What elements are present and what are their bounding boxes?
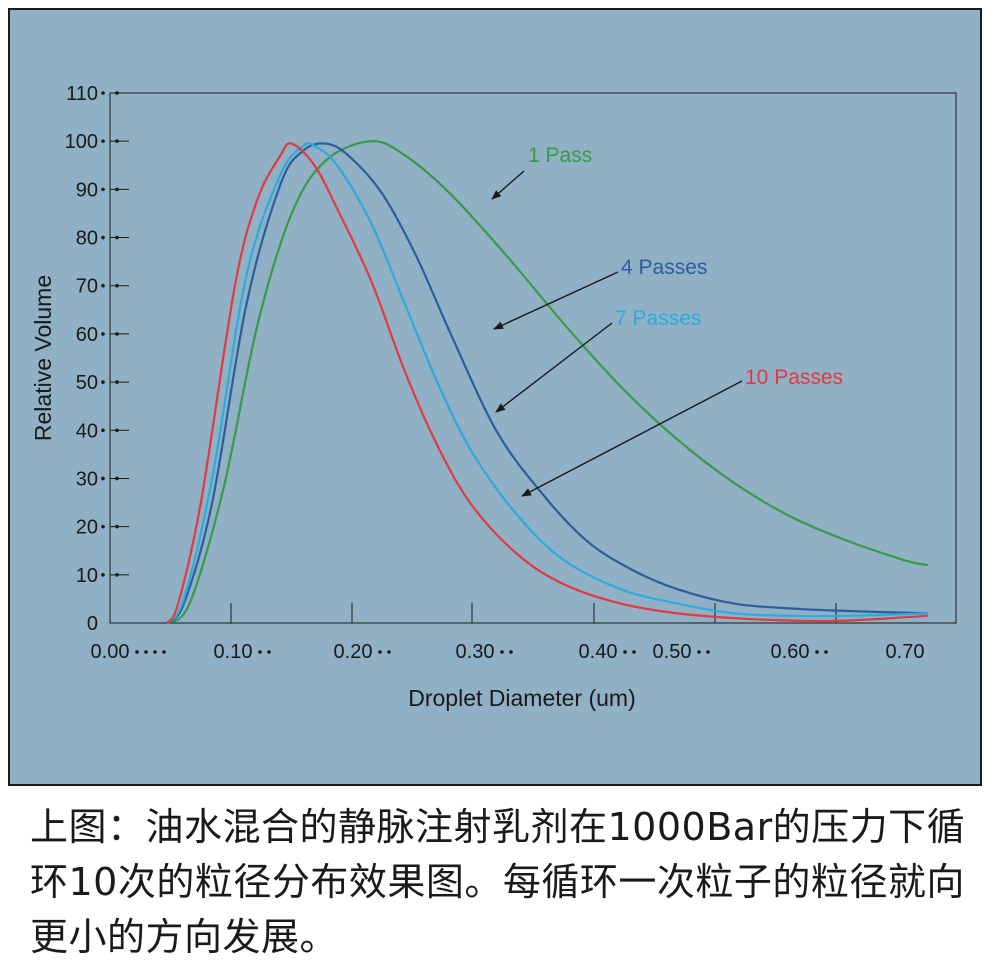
- y-tick-label: 20: [76, 517, 98, 539]
- chart: 0 10 20 30 40 50 60 70 80 90 100 110 0.00 0.10 0.20 0.…: [30, 83, 957, 711]
- caption: 上图：油水混合的静脉注射乳剂在1000Bar的压力下循环10次的粒径分布效果图。…: [30, 805, 966, 959]
- y-tick-dot: [115, 573, 119, 577]
- x-tick-dot: [500, 650, 504, 654]
- series-label-1-pass: 1 Pass: [528, 144, 592, 167]
- x-tick-label: 0.70: [886, 641, 925, 663]
- y-tick-dot: [115, 139, 119, 143]
- x-tick-dot: [162, 650, 166, 654]
- x-tick-dot: [144, 650, 148, 654]
- y-axis-title: Relative Volume: [30, 275, 56, 441]
- x-tick-dot: [258, 650, 262, 654]
- y-tick-dot: [115, 283, 119, 288]
- series-line-1-pass: [166, 140, 928, 624]
- x-tick-label: 0.00: [91, 641, 130, 663]
- y-tick-dot: [115, 524, 119, 529]
- y-tick-label: 110: [66, 83, 98, 105]
- x-axis-title: Droplet Diameter (um): [408, 685, 636, 711]
- y-tick-dot: [115, 187, 119, 192]
- x-tick-dot: [267, 650, 271, 654]
- series-line-7-passes: [165, 141, 928, 624]
- series-line-10-passes: [165, 142, 928, 624]
- x-tick-dot: [824, 650, 828, 654]
- y-tick-label: 30: [76, 468, 98, 490]
- y-tick-label: 0: [87, 613, 98, 635]
- y-tick-label: 60: [76, 324, 98, 346]
- x-tick-dot: [697, 650, 701, 654]
- arrow-10-passes: [521, 380, 743, 497]
- x-tick-label: 0.40: [579, 641, 618, 663]
- series-line-4-passes: [165, 142, 928, 624]
- y-tick-dot: [101, 332, 105, 336]
- x-tick-dot: [378, 650, 382, 654]
- y-tick-label: 90: [76, 179, 98, 201]
- x-tick-dot: [387, 650, 391, 654]
- y-tick-dot: [101, 283, 105, 288]
- x-tick-label: 0.10: [214, 641, 253, 663]
- arrow-4-passes: [493, 271, 619, 330]
- x-tick-dot: [623, 650, 627, 654]
- x-tick-label: 0.30: [456, 641, 495, 663]
- y-tick-dot: [115, 91, 119, 95]
- x-tick-label: 0.50: [653, 641, 692, 663]
- y-tick-dot: [115, 476, 119, 481]
- arrow-1-pass: [491, 170, 525, 200]
- series-label-7-passes: 7 Passes: [615, 307, 701, 330]
- x-tick-dot: [135, 650, 139, 654]
- y-tick-dot: [101, 139, 105, 143]
- y-tick-dot: [115, 380, 119, 384]
- y-tick-label: 100: [65, 131, 98, 153]
- y-tick-label: 40: [76, 420, 98, 442]
- y-tick-dot: [115, 235, 119, 240]
- y-tick-label: 50: [76, 372, 98, 394]
- y-tick-dot: [115, 428, 119, 433]
- x-tick-dot: [509, 650, 513, 654]
- series-label-10-passes: 10 Passes: [745, 366, 843, 389]
- y-tick-label: 70: [76, 276, 98, 298]
- y-tick-dot: [101, 187, 105, 192]
- x-tick-dot: [815, 650, 819, 654]
- x-tick-dot: [153, 650, 157, 654]
- x-tick-dot: [632, 650, 636, 654]
- y-tick-label: 80: [76, 228, 98, 250]
- y-tick-dot: [101, 91, 105, 95]
- y-tick-dot: [101, 235, 105, 240]
- y-tick-dot: [115, 332, 119, 336]
- plot-area: [109, 92, 957, 624]
- y-tick-label: 10: [76, 565, 98, 587]
- x-tick-label: 0.20: [334, 641, 373, 663]
- arrow-7-passes: [495, 322, 613, 413]
- x-tick-label: 0.60: [771, 641, 810, 663]
- y-tick-dot: [101, 476, 105, 481]
- series-label-4-passes: 4 Passes: [621, 256, 707, 279]
- x-tick-dot: [706, 650, 710, 654]
- y-tick-dot: [101, 524, 105, 529]
- y-tick-dot: [101, 573, 105, 577]
- y-tick-dot: [101, 380, 105, 384]
- chart-panel: [8, 8, 982, 786]
- y-tick-dot: [101, 428, 105, 433]
